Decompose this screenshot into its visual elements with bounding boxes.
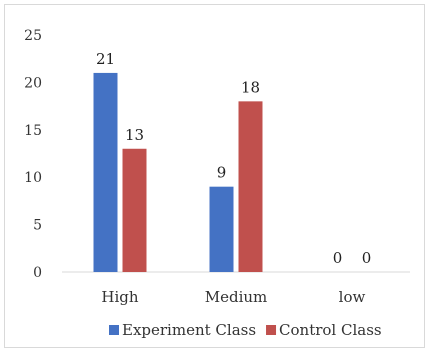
bar-experiment-class-high xyxy=(93,72,118,272)
y-tick-label: 5 xyxy=(33,218,42,234)
data-label: 0 xyxy=(333,249,343,267)
y-tick-label: 10 xyxy=(24,170,42,186)
x-tick-label: Medium xyxy=(205,288,268,306)
bar-control-class-medium xyxy=(238,101,263,272)
chart-frame xyxy=(4,4,425,348)
bar-experiment-class-medium xyxy=(209,186,234,272)
bar-control-class-high xyxy=(122,148,147,272)
data-label: 9 xyxy=(217,164,227,182)
x-tick-label: low xyxy=(339,288,366,306)
x-tick-label: High xyxy=(101,288,138,306)
legend-entry: Experiment Class xyxy=(122,321,256,339)
y-tick-label: 0 xyxy=(33,265,42,281)
legend-swatch xyxy=(109,325,119,335)
data-label: 21 xyxy=(96,50,115,68)
y-tick-label: 25 xyxy=(24,28,42,44)
y-tick-label: 15 xyxy=(24,123,42,139)
data-label: 13 xyxy=(125,126,144,144)
data-label: 18 xyxy=(241,78,260,96)
data-label: 0 xyxy=(362,249,372,267)
legend-entry: Control Class xyxy=(279,321,382,339)
legend-swatch xyxy=(266,325,277,335)
y-tick-label: 20 xyxy=(24,75,42,91)
